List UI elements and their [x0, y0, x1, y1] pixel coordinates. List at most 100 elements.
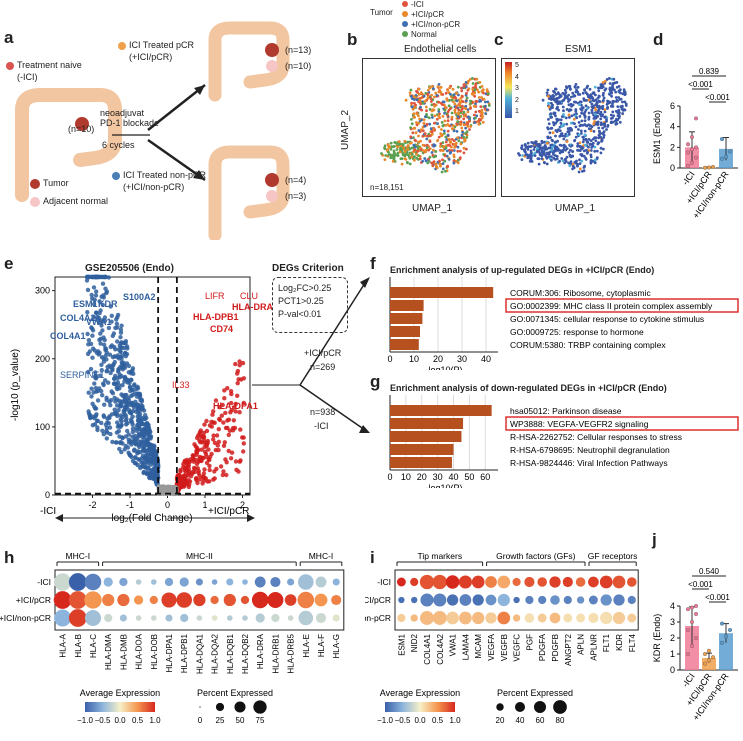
down-gene-point: [97, 299, 102, 304]
umap-esm1-point: [582, 97, 586, 101]
umap-cell-point: [409, 95, 413, 98]
umap-esm1-point: [547, 118, 550, 121]
umap-esm1-point: [614, 119, 618, 123]
umap-cell-point: [484, 104, 487, 108]
umap-esm1-point: [584, 124, 588, 127]
gene-label: HLA-A: [59, 633, 68, 657]
umap-esm1-point: [557, 148, 560, 151]
up-gene-point: [237, 359, 242, 364]
expression-dot: [512, 614, 521, 622]
enrichment-bar: [390, 431, 462, 442]
gene-label: PGF: [525, 634, 534, 651]
up-gene-point: [233, 459, 239, 464]
umap-cell-point: [406, 147, 410, 151]
up-gene-point: [209, 419, 214, 424]
umap-esm1-point: [573, 122, 576, 125]
umap-esm1-point: [603, 110, 607, 114]
umap-esm1-point: [595, 103, 599, 107]
up-gene-point: [200, 474, 206, 480]
pct-legend-title: Percent Expressed: [197, 688, 273, 698]
umap-cell-point: [446, 119, 450, 123]
umap-esm1-point: [589, 124, 592, 128]
umap-esm1-point: [580, 108, 584, 112]
expression-dot: [410, 577, 419, 587]
down-gene-point: [93, 293, 99, 298]
umap-esm1-point: [552, 112, 556, 116]
umap-esm1-point: [583, 88, 587, 92]
umap-cell-point: [447, 158, 451, 161]
data-point: [690, 147, 694, 152]
umap-cell-point: [417, 129, 421, 132]
umap-esm1-point: [598, 130, 602, 134]
term-label: R-HSA-6798695: Neutrophil degranulation: [510, 445, 670, 455]
colorbar-tick: 1: [515, 108, 519, 115]
up-gene-point: [233, 361, 238, 367]
gene-label: ESM1: [397, 633, 406, 655]
umap-esm1-point: [580, 119, 584, 123]
umap-cell-point: [395, 148, 399, 151]
down-gene-point: [88, 415, 93, 420]
down-gene-point: [93, 274, 98, 280]
umap-cell-point: [413, 126, 417, 130]
umap-cell-point: [425, 109, 428, 113]
data-point: [703, 652, 707, 656]
expression-dot: [68, 573, 87, 591]
umap-cell-point: [477, 122, 481, 126]
umap-esm1-point: [542, 161, 546, 164]
gene-label-up: HLA-DPA1: [213, 401, 258, 411]
umap-esm1-point: [562, 113, 565, 116]
umap-cell-point: [400, 162, 404, 166]
down-gene-point: [106, 325, 112, 331]
umap-cell-point: [450, 111, 454, 115]
down-arrow-head: [55, 514, 63, 522]
down-gene-point: [105, 416, 110, 421]
expression-dot: [497, 593, 510, 607]
umap-cell-point: [425, 143, 429, 147]
umap-legend-item: +ICI/pCR: [402, 10, 460, 20]
up-gene-point: [216, 447, 221, 453]
umap-cell-point: [419, 139, 422, 143]
expression-dot: [164, 577, 174, 587]
umap-c-xlabel: UMAP_1: [555, 203, 596, 214]
deg-criterion-box: Log₂FC>0.25 PCT1>0.25 P-val<0.01: [272, 277, 348, 333]
umap-esm1-point: [561, 115, 564, 118]
umap-cell-point: [453, 111, 457, 115]
term-label: WP3888: VEGFA-VEGFR2 signaling: [510, 419, 649, 429]
group-label: GF receptors: [588, 551, 638, 561]
up-gene-point: [217, 405, 222, 410]
down-gene-point: [112, 359, 118, 365]
down-gene-point: [92, 416, 97, 421]
down-gene-point: [141, 422, 146, 427]
expression-dot: [53, 573, 72, 591]
umap-esm1-point: [527, 156, 531, 159]
umap-cell-point: [464, 107, 468, 111]
down-gene-point: [90, 401, 95, 406]
umap-cell-point: [430, 113, 434, 117]
pcr-adjacent-icon: [266, 60, 278, 72]
umap-cell-point: [460, 104, 464, 108]
umap-cell-point: [444, 146, 448, 150]
umap-cell-point: [444, 91, 448, 95]
umap-esm1-point: [553, 91, 556, 94]
expression-dot: [446, 611, 459, 625]
umap-esm1-point: [590, 111, 594, 115]
umap-cell-point: [408, 162, 412, 166]
umap-cell-point: [410, 101, 413, 105]
data-point: [720, 156, 724, 161]
umap-esm1-point: [567, 109, 571, 113]
umap-cell-point: [415, 98, 419, 102]
umap-cell-point: [441, 133, 444, 137]
down-gene-point: [118, 413, 123, 418]
umap-cell-point: [409, 88, 413, 92]
up-gene-point: [186, 466, 192, 472]
row-label: +ICI/pCR: [16, 595, 51, 605]
expression-dot: [563, 613, 573, 623]
umap-esm1-point: [547, 122, 551, 126]
down-gene-point: [150, 457, 156, 462]
umap-esm1-point: [550, 148, 553, 152]
umap-esm1-point: [582, 138, 586, 141]
gene-label: HLA-E: [302, 634, 311, 658]
umap-cell-point: [408, 147, 412, 150]
umap-esm1-point: [584, 143, 587, 147]
umap-esm1-point: [558, 159, 561, 163]
